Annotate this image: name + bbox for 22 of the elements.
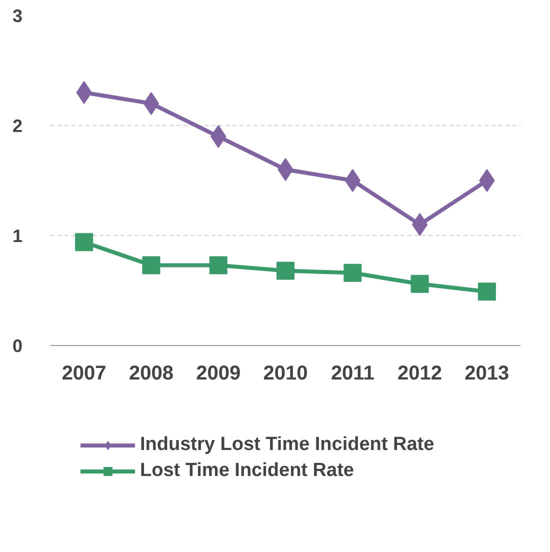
legend-label: Industry Lost Time Incident Rate (140, 434, 434, 456)
y-tick-label: 0 (12, 336, 23, 356)
point (143, 92, 160, 115)
x-tick-label: 2013 (464, 362, 510, 384)
x-tick-label: 2011 (330, 362, 374, 384)
point (410, 274, 429, 293)
point (142, 256, 160, 274)
point (209, 256, 228, 274)
point (344, 264, 362, 282)
x-tick-label: 2009 (196, 362, 241, 384)
x-tick-label: 2007 (62, 362, 106, 384)
point (75, 233, 94, 252)
x-tick-label: 2008 (128, 362, 174, 384)
point (276, 262, 294, 280)
x-tick-label: 2012 (398, 362, 442, 384)
y-tick-label: 3 (12, 6, 23, 26)
point (478, 282, 496, 301)
y-tick-label: 2 (12, 116, 23, 136)
x-tick-label: 2010 (263, 362, 308, 384)
y-tick-label: 1 (12, 226, 23, 246)
legend-label: Lost Time Incident Rate (140, 460, 354, 482)
point (412, 213, 428, 236)
